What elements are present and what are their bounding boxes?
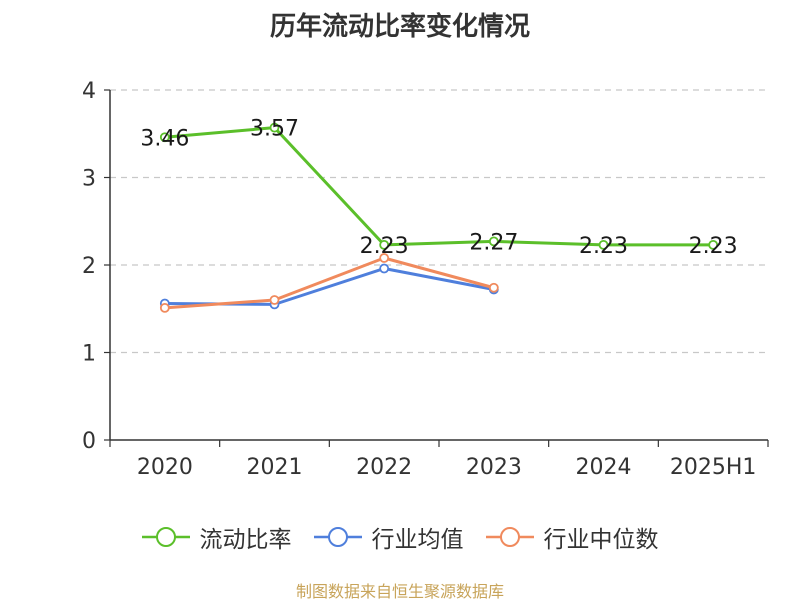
- legend-label-industry-mean: 行业均值: [371, 527, 464, 553]
- data-label: 2.23: [579, 234, 628, 259]
- x-tick-label: 2024: [576, 455, 632, 480]
- legend-marker-industry-mean: [313, 527, 362, 547]
- series-line: [164, 126, 714, 247]
- data-point[interactable]: [159, 302, 170, 313]
- data-label-layer: 3.46 3.57 2.23 2.27 2.23 2.23: [140, 117, 737, 259]
- data-point[interactable]: [598, 239, 609, 250]
- legend-item-industry-mean[interactable]: 行业均值: [313, 520, 464, 554]
- data-point[interactable]: [269, 122, 280, 133]
- x-tick-label: 2022: [356, 455, 412, 480]
- data-label: 3.46: [140, 126, 189, 151]
- data-point[interactable]: [708, 239, 719, 250]
- grid-layer: [110, 89, 768, 354]
- data-point[interactable]: [488, 282, 499, 293]
- series-line: [164, 256, 495, 310]
- legend-marker-current-ratio: [141, 527, 190, 547]
- data-point[interactable]: [379, 253, 390, 263]
- y-tick-label: 0: [82, 429, 96, 454]
- data-label: 2.27: [469, 230, 518, 255]
- data-point[interactable]: [269, 295, 280, 305]
- y-tick-label: 1: [82, 342, 96, 367]
- data-label: 2.23: [360, 234, 409, 259]
- legend-item-industry-median[interactable]: 行业中位数: [485, 520, 659, 554]
- data-point[interactable]: [379, 239, 390, 250]
- source-note: 制图数据来自恒生聚源数据库: [295, 582, 504, 601]
- data-point[interactable]: [379, 263, 390, 274]
- data-point[interactable]: [488, 236, 499, 247]
- chart-title: 历年流动比率变化情况: [269, 12, 530, 42]
- data-label: 3.57: [250, 117, 299, 142]
- y-tick-label: 3: [82, 167, 96, 192]
- legend-label-industry-median: 行业中位数: [543, 527, 659, 553]
- legend-marker-industry-median: [485, 527, 534, 547]
- axis-layer: 0 1 2 3 4 2020 2021 2022 2023 2024 2025H1: [82, 79, 769, 480]
- x-tick-label: 2020: [137, 455, 193, 480]
- x-tick-label: 2023: [466, 455, 522, 480]
- legend-label-current-ratio: 流动比率: [199, 527, 292, 553]
- legend-item-current-ratio[interactable]: 流动比率: [141, 520, 292, 554]
- x-tick-label: 2021: [247, 455, 303, 480]
- series-layer: [159, 122, 719, 313]
- y-tick-label: 2: [82, 254, 96, 279]
- data-point[interactable]: [159, 132, 170, 143]
- legend: 流动比率 行业均值 行业中位数: [0, 520, 800, 554]
- data-label: 2.23: [689, 234, 738, 259]
- y-tick-label: 4: [82, 79, 96, 104]
- x-tick-label: 2025H1: [670, 455, 757, 480]
